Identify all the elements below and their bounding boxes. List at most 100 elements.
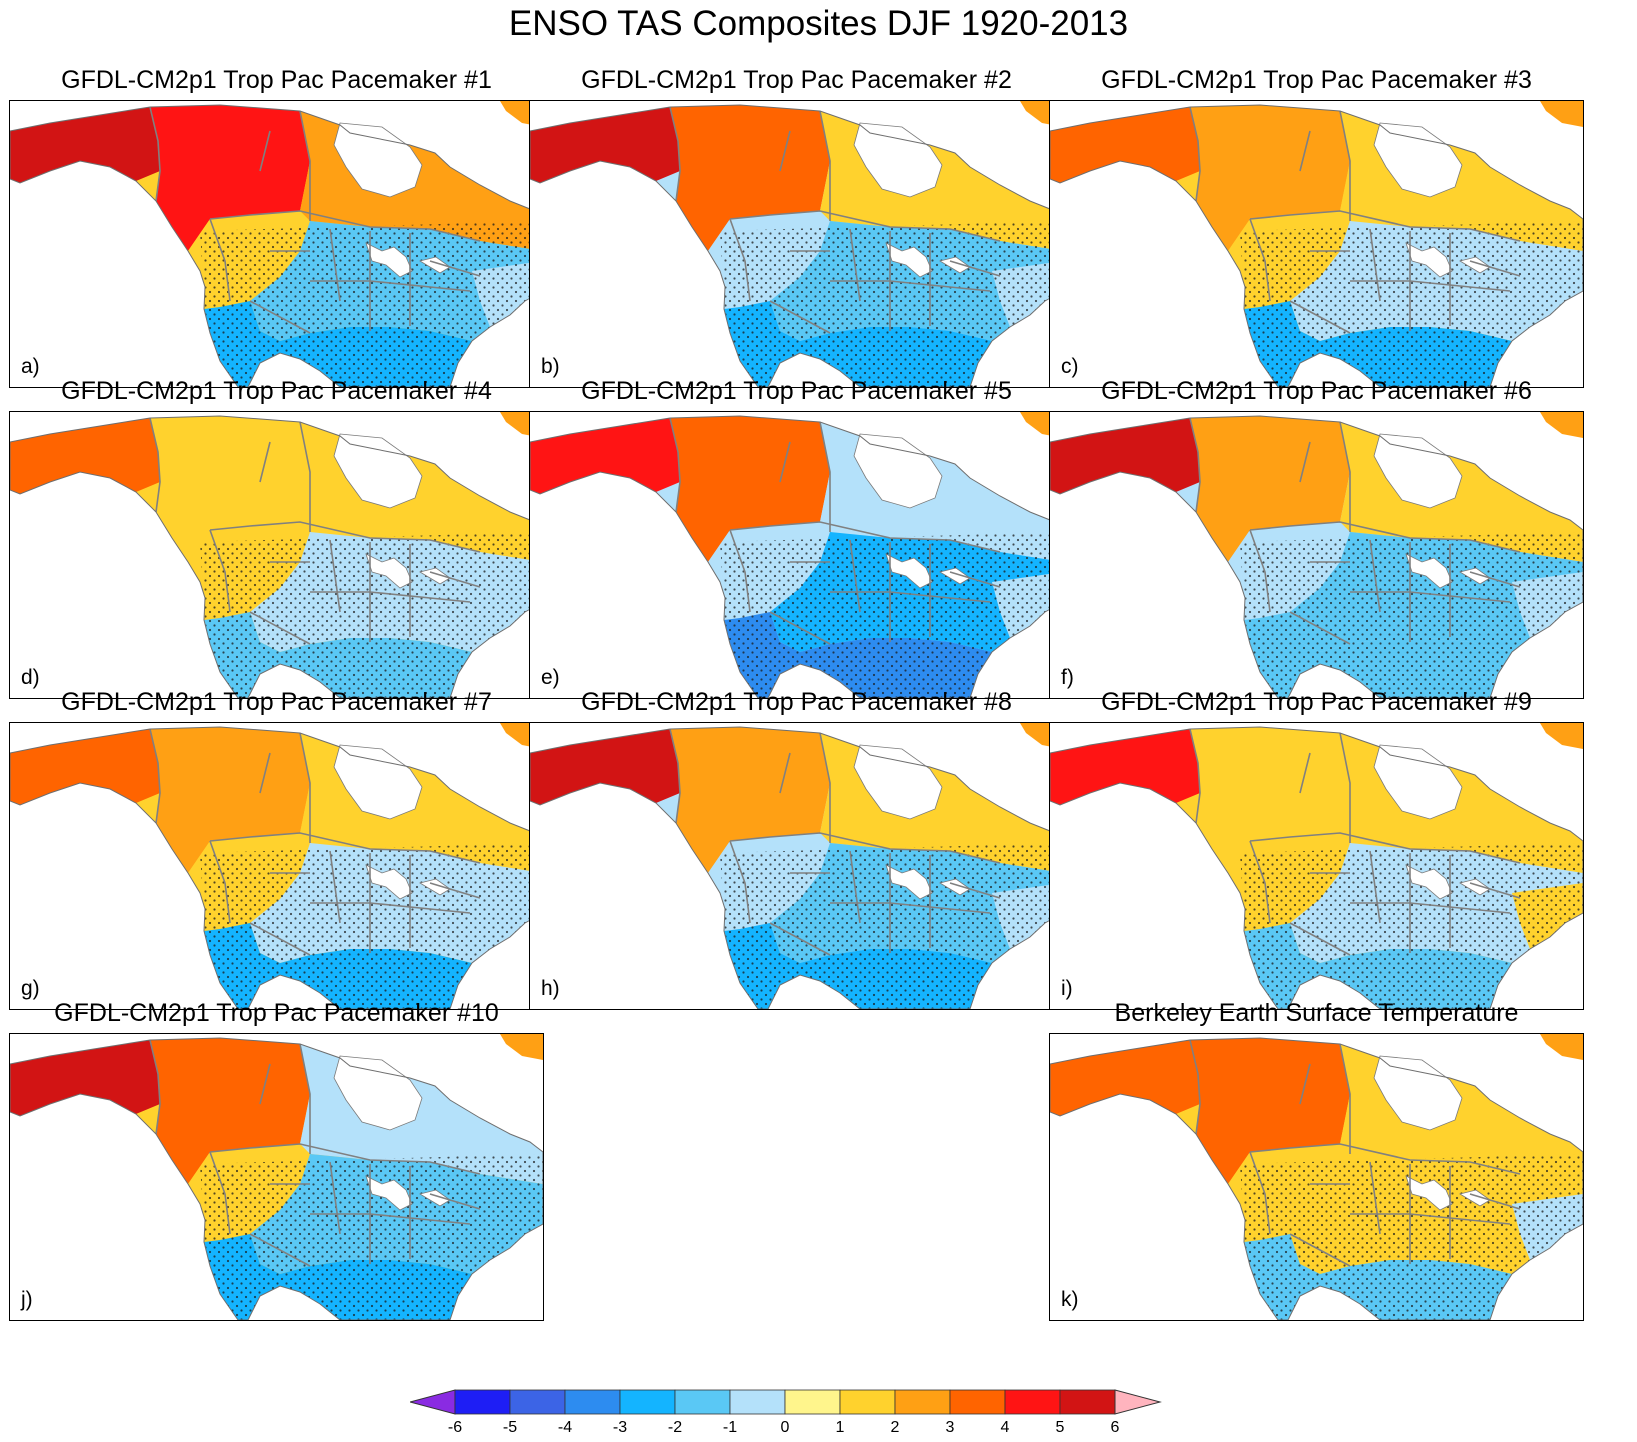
canada-west-region [150,1038,310,1184]
coastline [530,726,1063,1009]
panel-label: c) [1061,355,1079,378]
map-frame: k) [1049,1033,1584,1321]
political-borders [669,106,1001,334]
panel-label: a) [21,355,40,378]
significance-stippling [1240,843,1583,1009]
colorbar-swatch [564,1389,621,1415]
alaska-region [530,107,680,183]
coastline [10,104,543,387]
panel-title: GFDL-CM2p1 Trop Pac Pacemaker #1 [61,66,492,94]
map-frame: f) [1049,411,1584,699]
coastline [10,415,543,698]
colorbar-swatch [619,1389,676,1415]
panel-title: GFDL-CM2p1 Trop Pac Pacemaker #2 [581,66,1012,94]
political-borders [149,1039,481,1267]
panel-title: GFDL-CM2p1 Trop Pac Pacemaker #3 [1101,66,1532,94]
colorbar-swatches [408,1389,1162,1415]
panel-label: b) [541,355,560,378]
map-frame: i) [1049,722,1584,1010]
hudson-bay [853,744,943,820]
map-frame: c) [1049,100,1584,388]
panel-title: GFDL-CM2p1 Trop Pac Pacemaker #9 [1101,688,1532,716]
coastline [530,104,1063,387]
colorbar-swatch [1004,1389,1061,1415]
map-frame: h) [529,722,1064,1010]
alaska-region [10,418,160,494]
coastline [1050,1037,1583,1320]
colorbar-tick-label: 6 [1110,1419,1120,1436]
canada-west-region [1190,1038,1350,1184]
hudson-bay [853,433,943,509]
hudson-bay [853,122,943,198]
coastline [1050,726,1583,1009]
temperature-anomaly-map [10,1034,543,1320]
colorbar-min-triangle [408,1389,456,1415]
alaska-region [1050,1040,1200,1116]
panel-label: k) [1061,1288,1079,1311]
panel-label: h) [541,977,560,1000]
coastline [10,726,543,1009]
alaska-region [1050,418,1200,494]
greenland [1540,1034,1583,1060]
alaska-region [10,729,160,805]
canada-west-region [150,105,310,251]
colorbar-tick-label: -5 [502,1419,518,1436]
temperature-anomaly-map [1050,412,1583,698]
map-frame: j) [9,1033,544,1321]
temperature-anomaly-map [1050,1034,1583,1320]
colorbar-tick-label: -2 [667,1419,683,1436]
significance-stippling [200,532,543,698]
political-borders [1189,1039,1521,1267]
colorbar-swatch [894,1389,951,1415]
hudson-bay [333,433,423,509]
canada-west-region [670,416,830,562]
canada-west-region [1190,727,1350,873]
colorbar: -6 -5 -4 -3 -2 -1 0 1 2 3 4 5 6 [408,1388,1240,1438]
greenland [1540,101,1583,127]
coastline [10,1037,543,1320]
temperature-anomaly-map [10,101,543,387]
colorbar-tick-label: -3 [612,1419,628,1436]
panel-title: GFDL-CM2p1 Trop Pac Pacemaker #7 [61,688,492,716]
panel-title: Berkeley Earth Surface Temperature [1114,999,1519,1027]
political-borders [669,728,1001,956]
colorbar-max-triangle [1114,1389,1162,1415]
map-frame: a) [9,100,544,388]
significance-stippling [200,1154,543,1320]
canada-west-region [670,727,830,873]
hudson-bay [1373,1055,1463,1131]
colorbar-swatch [839,1389,896,1415]
alaska-region [10,1040,160,1116]
political-borders [1189,728,1521,956]
coastline [1050,104,1583,387]
figure-title: ENSO TAS Composites DJF 1920-2013 [508,4,1129,43]
colorbar-swatch [509,1389,566,1415]
panel-label: i) [1061,977,1073,1000]
significance-stippling [1240,221,1583,387]
colorbar-tick-label: -4 [557,1419,573,1436]
political-borders [149,417,481,645]
temperature-anomaly-map [530,412,1063,698]
coastline [530,415,1063,698]
colorbar-swatch [784,1389,841,1415]
colorbar-tick-label: 2 [890,1419,900,1436]
colorbar-tick-label: 5 [1055,1419,1065,1436]
hudson-bay [1373,744,1463,820]
significance-stippling [720,843,1063,1009]
colorbar-swatch [729,1389,786,1415]
greenland [1540,723,1583,749]
political-borders [1189,417,1521,645]
colorbar-tick-label: -6 [447,1419,463,1436]
temperature-anomaly-map [1050,101,1583,387]
panel-label: g) [21,977,40,1000]
canada-west-region [150,727,310,873]
panel-label: d) [21,666,40,689]
panel-title: GFDL-CM2p1 Trop Pac Pacemaker #5 [581,377,1012,405]
political-borders [149,728,481,956]
canada-west-region [670,105,830,251]
temperature-anomaly-map [530,723,1063,1009]
temperature-anomaly-map [1050,723,1583,1009]
temperature-anomaly-map [10,412,543,698]
hudson-bay [1373,122,1463,198]
political-borders [1189,106,1521,334]
